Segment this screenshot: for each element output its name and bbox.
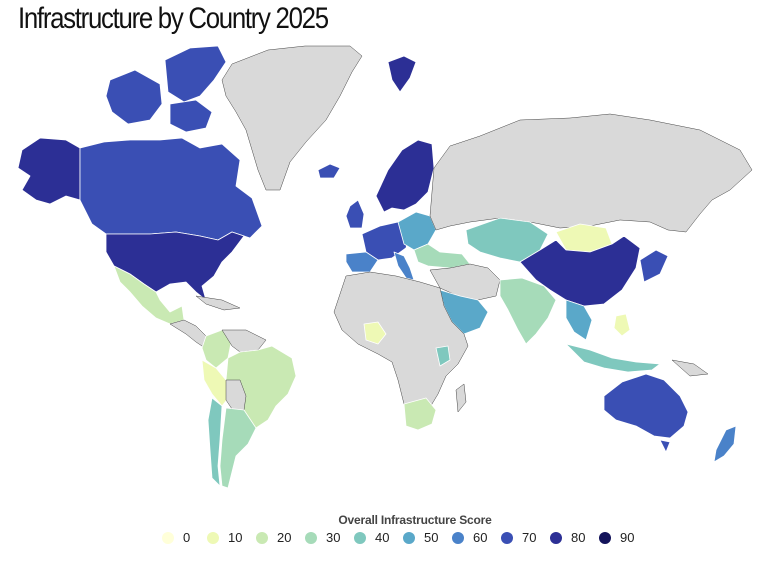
region-australia[interactable] <box>603 373 689 439</box>
legend-label: 30 <box>326 530 341 545</box>
legend-item[interactable]: 50 <box>403 530 452 545</box>
legend-item[interactable]: 20 <box>256 530 305 545</box>
region-mexico[interactable] <box>113 265 185 325</box>
region-peru[interactable] <box>201 359 231 407</box>
region-iceland[interactable] <box>317 163 341 179</box>
region-china[interactable] <box>519 235 641 307</box>
legend-swatch <box>403 531 415 544</box>
region-africa[interactable] <box>333 271 469 419</box>
region-nigeria[interactable] <box>363 321 387 345</box>
region-middle-east[interactable] <box>429 263 501 301</box>
region-png[interactable] <box>671 359 709 377</box>
region-usa[interactable] <box>105 231 245 301</box>
legend-swatch <box>305 531 317 544</box>
legend-label: 20 <box>277 530 292 545</box>
map-title: Infrastructure by Country 2025 <box>18 2 329 35</box>
legend-item[interactable]: 30 <box>305 530 354 545</box>
legend-label: 10 <box>228 530 243 545</box>
region-italy[interactable] <box>393 251 415 281</box>
region-russia[interactable] <box>429 113 753 233</box>
region-eastern-europe[interactable] <box>397 211 437 251</box>
legend-swatch <box>452 531 464 544</box>
region-japan[interactable] <box>639 249 669 283</box>
legend-label: 80 <box>571 530 586 545</box>
region-greenland[interactable] <box>221 45 363 191</box>
region-new-zealand[interactable] <box>713 425 737 463</box>
legend-label: 60 <box>473 530 488 545</box>
legend-title: Overall Infrastructure Score <box>338 513 492 527</box>
legend-swatch <box>162 531 174 544</box>
legend-swatch <box>501 531 513 544</box>
region-se-asia[interactable] <box>565 299 593 341</box>
legend-label: 70 <box>522 530 537 545</box>
region-alaska[interactable] <box>17 137 81 205</box>
region-tasmania[interactable] <box>659 439 671 453</box>
region-nordics[interactable] <box>375 139 435 213</box>
legend-label: 40 <box>375 530 390 545</box>
region-south-africa[interactable] <box>403 397 437 431</box>
legend-item[interactable]: 90 <box>599 530 648 545</box>
region-caribbean[interactable] <box>195 295 241 311</box>
legend-item[interactable]: 0 <box>162 530 207 545</box>
legend-swatch <box>207 531 219 544</box>
region-turkey[interactable] <box>413 243 471 269</box>
region-chile[interactable] <box>207 397 223 487</box>
region-svalbard[interactable] <box>387 55 417 93</box>
legend-swatch <box>599 531 611 544</box>
legend-swatch <box>256 531 268 544</box>
region-canada-arctic[interactable] <box>164 45 227 103</box>
legend-swatch <box>354 531 366 544</box>
legend-label: 90 <box>620 530 635 545</box>
legend-items: 0 10 20 30 40 50 60 70 80 90 <box>162 530 648 545</box>
legend-item[interactable]: 70 <box>501 530 550 545</box>
region-madagascar[interactable] <box>455 383 467 413</box>
legend-label: 50 <box>424 530 439 545</box>
legend-item[interactable]: 10 <box>207 530 256 545</box>
region-philippines[interactable] <box>613 313 631 337</box>
region-canada-arctic-2[interactable] <box>105 69 163 125</box>
region-uk[interactable] <box>345 199 365 229</box>
region-canada[interactable] <box>79 137 263 241</box>
legend-item[interactable]: 80 <box>550 530 599 545</box>
legend-item[interactable]: 60 <box>452 530 501 545</box>
region-argentina[interactable] <box>219 407 257 489</box>
legend-label: 0 <box>183 530 191 545</box>
region-kenya[interactable] <box>435 345 451 367</box>
legend-item[interactable]: 40 <box>354 530 403 545</box>
region-indonesia[interactable] <box>565 343 661 373</box>
world-map[interactable] <box>0 0 767 505</box>
region-canada-arctic-3[interactable] <box>169 99 213 133</box>
legend-swatch <box>550 531 562 544</box>
region-india[interactable] <box>499 277 557 345</box>
